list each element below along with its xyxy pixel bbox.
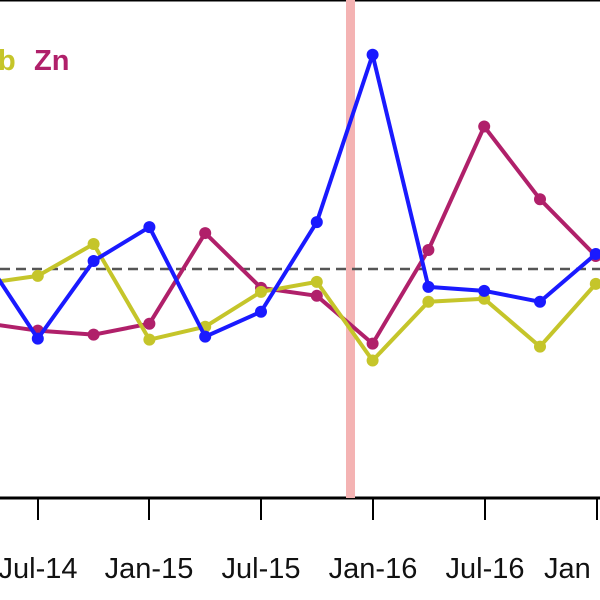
data-point-0-10 xyxy=(534,295,546,308)
data-point-1-6 xyxy=(310,275,323,288)
x-tick-label: Jul-16 xyxy=(446,553,525,585)
data-point-1-2 xyxy=(87,238,100,251)
data-point-0-1 xyxy=(31,332,44,345)
data-point-2-7 xyxy=(366,337,379,350)
series-layer xyxy=(0,48,600,367)
data-point-1-10 xyxy=(534,340,546,353)
x-tick-labels: Jul-14 Jan-15 Jul-15 Jan-16 Jul-16 Jan xyxy=(0,553,591,585)
data-point-0-8 xyxy=(422,280,435,293)
data-point-0-5 xyxy=(255,305,267,318)
data-point-0-7 xyxy=(366,48,379,61)
x-tick-label: Jan-15 xyxy=(105,553,194,585)
x-tick-label: Jan xyxy=(544,553,591,585)
data-point-2-9 xyxy=(478,120,491,133)
x-tick-label: Jan-16 xyxy=(329,553,418,585)
data-point-0-2 xyxy=(87,254,100,267)
data-point-0-6 xyxy=(310,216,323,229)
data-point-0-11 xyxy=(589,247,600,260)
data-point-2-6 xyxy=(310,289,323,302)
data-point-0-4 xyxy=(199,330,212,343)
data-point-1-1 xyxy=(31,269,44,282)
data-point-2-10 xyxy=(534,193,546,206)
x-tick-label: Jul-15 xyxy=(222,553,301,585)
data-point-2-2 xyxy=(87,328,100,341)
data-point-2-3 xyxy=(143,317,156,330)
x-tick-label: Jul-14 xyxy=(0,553,78,585)
series-line-2 xyxy=(0,124,600,346)
legend: b Zn xyxy=(0,45,69,77)
event-marker xyxy=(346,0,355,498)
series-line-0 xyxy=(0,52,600,341)
data-point-1-7 xyxy=(366,354,379,367)
data-point-1-11 xyxy=(589,277,600,290)
data-point-0-9 xyxy=(478,284,491,297)
x-axis-ticks xyxy=(37,498,598,520)
data-point-0-3 xyxy=(143,221,156,234)
legend-label-zn: Zn xyxy=(34,45,69,77)
data-point-1-5 xyxy=(255,285,267,298)
legend-label-b: b xyxy=(0,45,16,77)
data-point-2-8 xyxy=(422,243,435,256)
data-point-1-3 xyxy=(143,333,156,346)
data-point-2-4 xyxy=(199,227,212,240)
data-point-1-8 xyxy=(422,295,435,308)
